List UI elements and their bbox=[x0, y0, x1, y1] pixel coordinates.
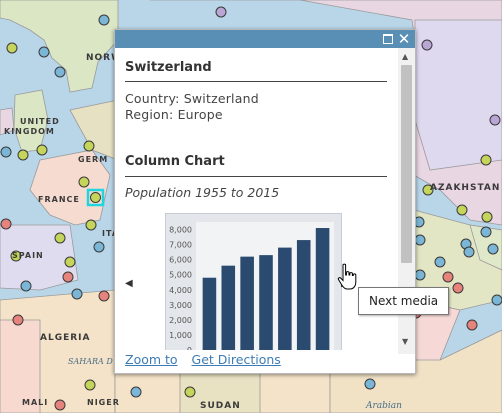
maximize-icon[interactable] bbox=[381, 32, 395, 46]
next-media-tooltip: Next media bbox=[358, 287, 450, 315]
y-tick-label: 6,000 bbox=[169, 256, 192, 265]
y-tick-label: 2,000 bbox=[169, 316, 192, 325]
media-title: Column Chart bbox=[125, 154, 225, 169]
map-label-sudan: SUDAN bbox=[200, 401, 241, 411]
popup-content: Switzerland Country: Switzerland Region:… bbox=[115, 48, 397, 350]
map-label-italy: ITA bbox=[102, 229, 119, 238]
chart-bar[interactable] bbox=[202, 277, 217, 350]
y-tick-label: 0 bbox=[187, 346, 192, 350]
column-chart[interactable]: 8,000 7,000 6,000 5,000 4,000 3,000 2,000 1,000… bbox=[165, 213, 342, 350]
y-tick-label: 7,000 bbox=[169, 241, 192, 250]
map-label-kazakhstan: AZAKHSTAN bbox=[430, 183, 500, 193]
y-tick-label: 4,000 bbox=[169, 286, 192, 295]
map-label-spain: SPAIN bbox=[12, 251, 44, 260]
map-label-mali: MALI bbox=[22, 398, 48, 407]
get-directions-link[interactable]: Get Directions bbox=[191, 352, 281, 367]
y-tick-label: 1,000 bbox=[169, 331, 192, 340]
popup-header: ✕ bbox=[115, 30, 415, 48]
map-label-arabian: Arabian bbox=[365, 401, 402, 411]
column-chart-svg: 8,000 7,000 6,000 5,000 4,000 3,000 2,000 1,000… bbox=[169, 222, 334, 350]
scroll-thumb[interactable] bbox=[401, 65, 412, 263]
selected-feature-highlight bbox=[86, 188, 105, 207]
chart-bar[interactable] bbox=[278, 247, 292, 350]
close-icon[interactable]: ✕ bbox=[397, 30, 411, 48]
map-label-sahara: SAHARA D bbox=[68, 357, 113, 366]
hand-pointer-cursor bbox=[337, 263, 357, 290]
chart-bar[interactable] bbox=[315, 228, 330, 350]
chart-bar[interactable] bbox=[296, 240, 311, 350]
zoom-to-link[interactable]: Zoom to bbox=[125, 352, 178, 367]
y-tick-label: 5,000 bbox=[169, 271, 192, 280]
title-divider bbox=[125, 81, 387, 82]
map-label-algeria: ALGERIA bbox=[40, 333, 90, 343]
popup-title: Switzerland bbox=[125, 60, 212, 75]
popup-scrollbar[interactable]: ▲ ▼ bbox=[398, 48, 415, 354]
media-viewer: ◀ 8,000 7,000 6,000 5,000 4,000 3,000 2,000 1,0… bbox=[115, 210, 397, 350]
map-label-united: UNITED bbox=[20, 117, 60, 126]
previous-media-icon[interactable]: ◀ bbox=[125, 278, 133, 289]
y-tick-label: 3,000 bbox=[169, 301, 192, 310]
info-popup: ✕ Switzerland Country: Switzerland Regio… bbox=[114, 29, 416, 374]
region-attribute: Region: Europe bbox=[125, 107, 223, 122]
scroll-up-icon[interactable]: ▲ bbox=[402, 52, 409, 61]
chart-bar[interactable] bbox=[240, 256, 254, 350]
map-label-norway: NORW bbox=[86, 53, 122, 63]
map-label-germany: GERM bbox=[78, 155, 108, 164]
map-label-niger: NIGER bbox=[87, 398, 120, 407]
chart-bar[interactable] bbox=[259, 255, 273, 350]
popup-actions: Zoom to Get Directions bbox=[125, 352, 291, 367]
chart-bar[interactable] bbox=[221, 265, 236, 350]
media-divider bbox=[125, 176, 387, 177]
scroll-down-icon[interactable]: ▼ bbox=[402, 337, 409, 346]
media-caption: Population 1955 to 2015 bbox=[125, 185, 280, 200]
map-label-france: FRANCE bbox=[38, 195, 80, 204]
y-tick-label: 8,000 bbox=[169, 226, 192, 235]
map-label-kingdom: KINGDOM bbox=[4, 127, 55, 136]
country-attribute: Country: Switzerland bbox=[125, 91, 259, 106]
